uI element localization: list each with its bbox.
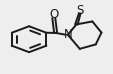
Text: S: S [75, 4, 83, 17]
Text: O: O [49, 8, 58, 21]
Text: N: N [63, 28, 72, 41]
